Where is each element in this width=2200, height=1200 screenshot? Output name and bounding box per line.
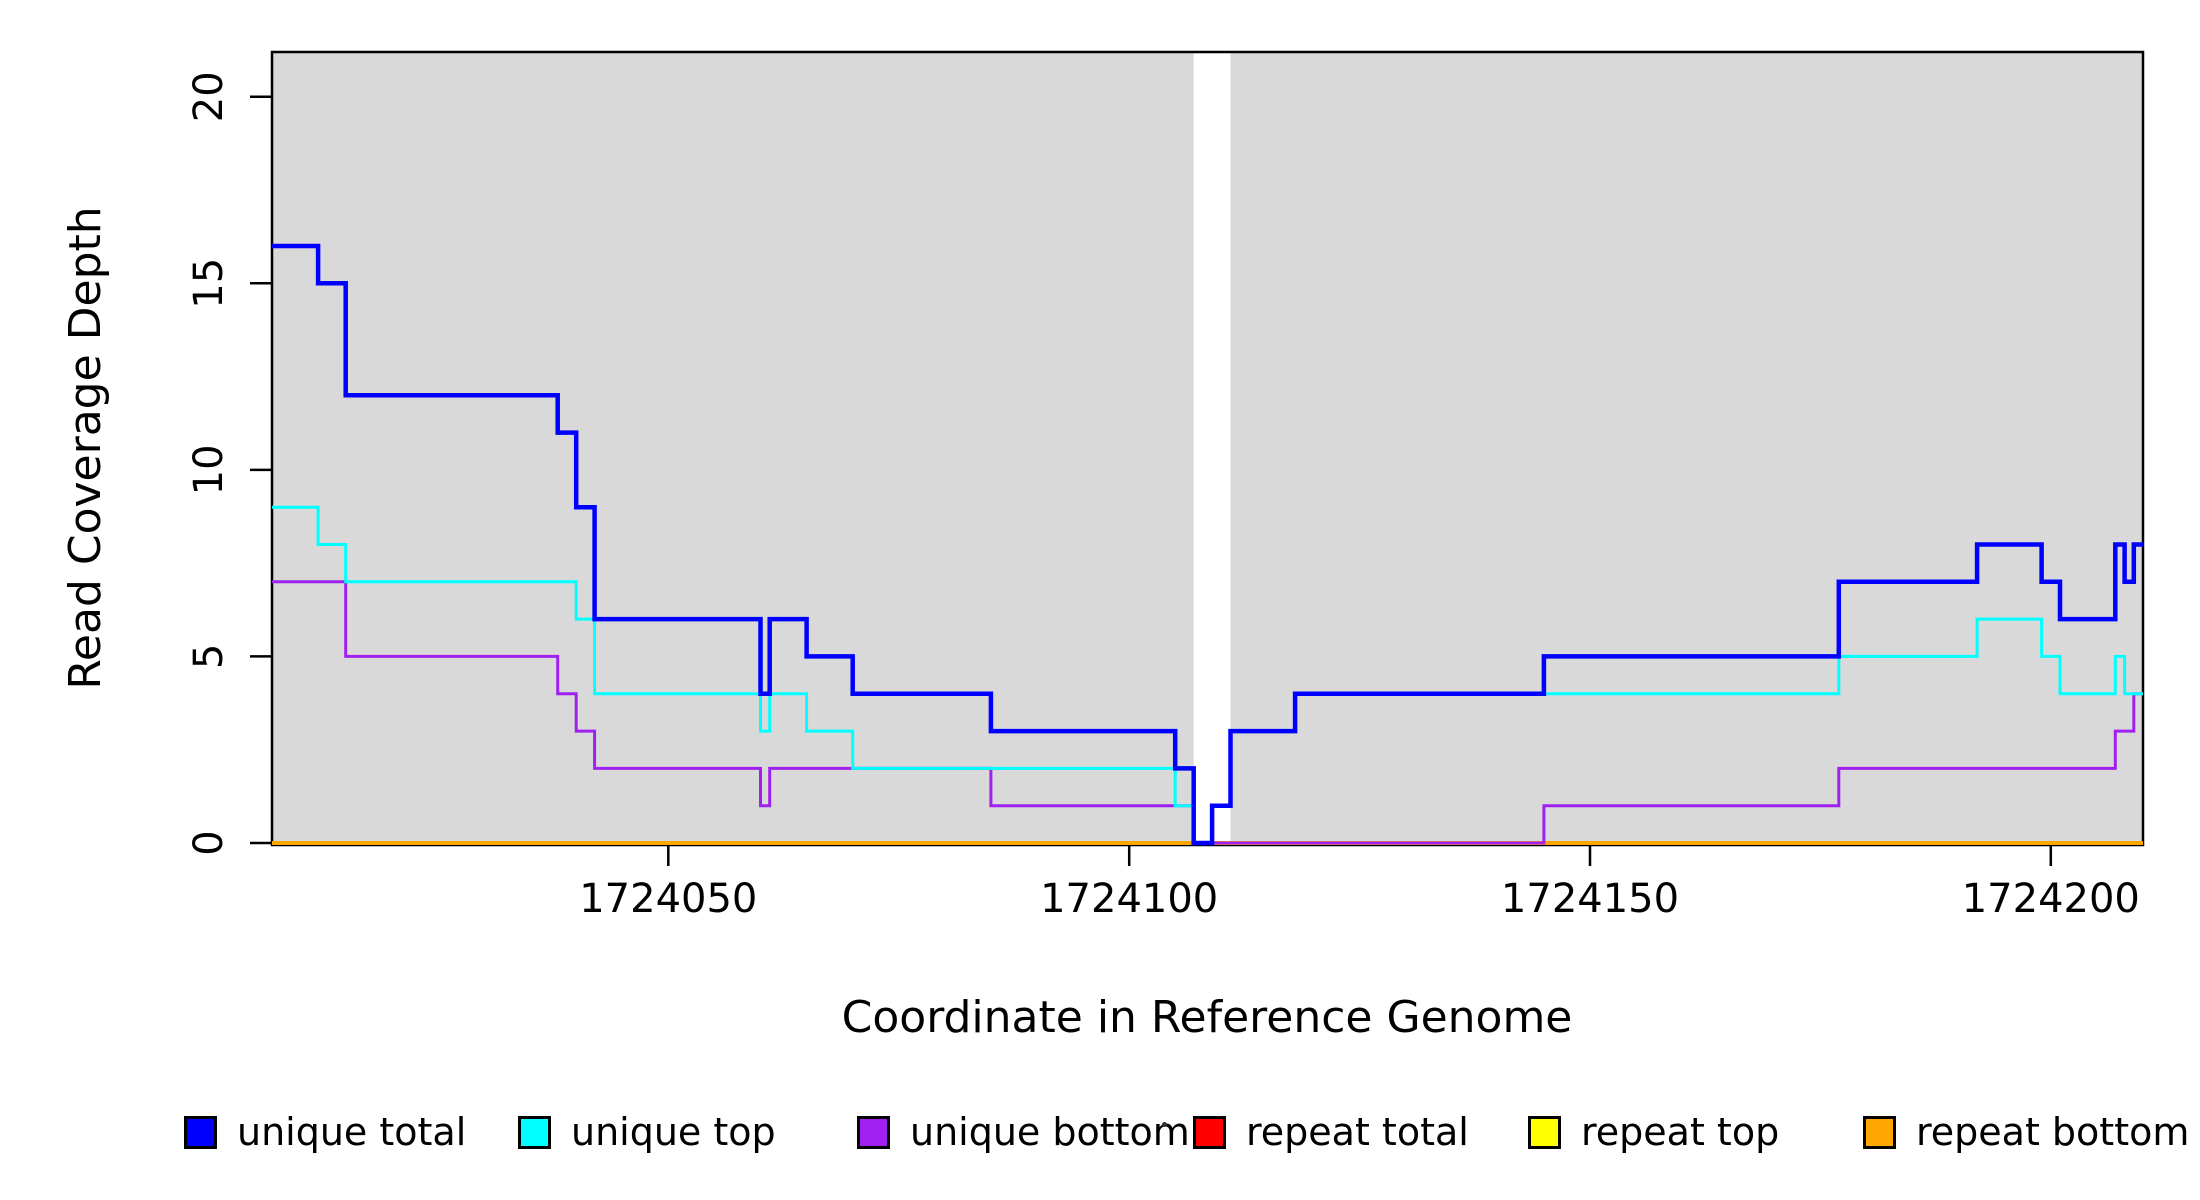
shaded-region — [272, 52, 1194, 845]
legend-swatch-repeat-bottom — [1863, 1115, 1896, 1149]
legend-label: unique bottom — [910, 1110, 1190, 1154]
x-tick-label: 1724050 — [579, 876, 757, 922]
legend-label: unique total — [237, 1110, 467, 1154]
y-axis-title: Read Coverage Depth — [60, 206, 111, 689]
legend-label: unique top — [571, 1110, 776, 1154]
y-tick-label: 10 — [186, 444, 232, 495]
stray-dot — [1162, 1122, 1167, 1127]
y-tick-label: 5 — [186, 644, 232, 669]
legend-swatch-repeat-total — [1193, 1115, 1226, 1149]
shaded-region — [1230, 52, 2143, 845]
axis-tick-labels: 1724050 1724100 1724150 1724200 0 5 10 15 20 — [186, 71, 2140, 922]
legend-item-repeat-top: repeat top — [1528, 1110, 1780, 1154]
y-tick-label: 20 — [186, 71, 232, 122]
legend-swatch-repeat-top — [1528, 1115, 1561, 1149]
legend-item-unique-bottom: unique bottom — [857, 1110, 1190, 1154]
legend-item-repeat-bottom: repeat bottom — [1863, 1110, 2190, 1154]
legend-swatch-unique-bottom — [857, 1115, 890, 1149]
legend-label: repeat top — [1581, 1110, 1780, 1154]
shaded-regions — [272, 52, 2143, 845]
legend: unique total unique top unique bottom repea… — [0, 1110, 2200, 1160]
legend-item-unique-top: unique top — [518, 1110, 776, 1154]
y-tick-label: 15 — [186, 258, 232, 309]
legend-item-unique-total: unique total — [184, 1110, 467, 1154]
x-axis-title: Coordinate in Reference Genome — [842, 992, 1573, 1043]
series-unique-total — [272, 243, 2143, 846]
legend-swatch-unique-total — [184, 1115, 217, 1149]
legend-item-repeat-total: repeat total — [1193, 1110, 1469, 1154]
x-tick-label: 1724200 — [1962, 876, 2140, 922]
series-lines — [272, 243, 2143, 846]
x-tick-label: 1724150 — [1501, 876, 1679, 922]
legend-label: repeat total — [1246, 1110, 1469, 1154]
axis-ticks — [250, 95, 2053, 866]
y-tick-label: 0 — [186, 830, 232, 855]
legend-swatch-unique-top — [518, 1115, 551, 1149]
legend-label: repeat bottom — [1916, 1110, 2190, 1154]
x-tick-label: 1724100 — [1040, 876, 1218, 922]
